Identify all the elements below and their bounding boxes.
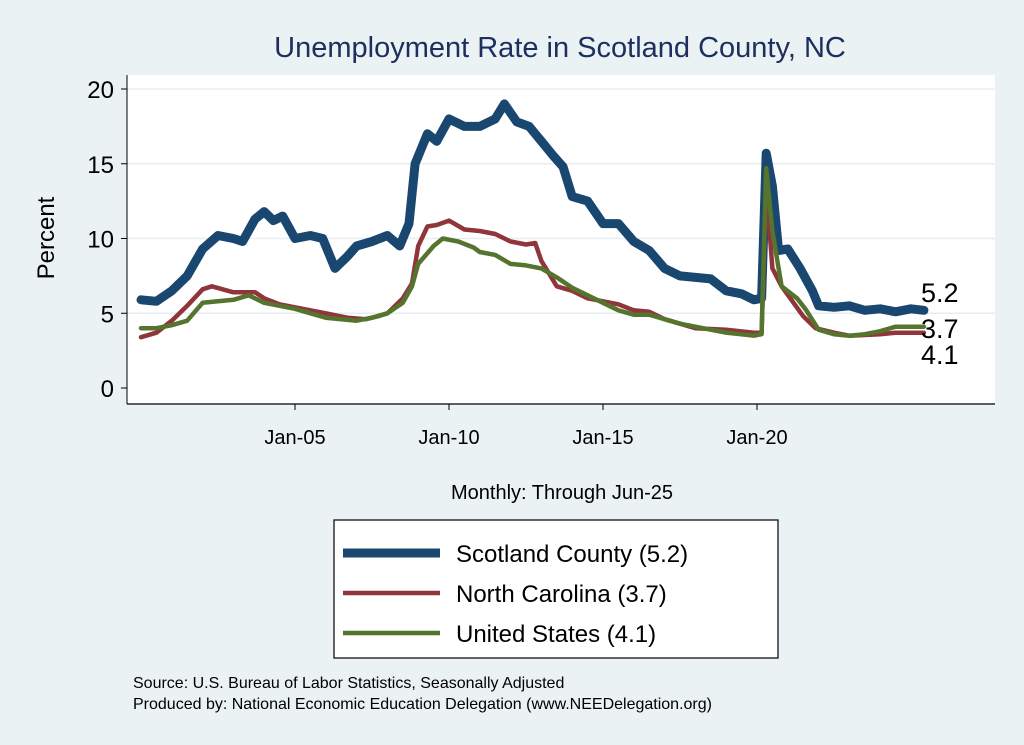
x-tick-label: Jan-20 <box>726 427 787 449</box>
chart-title: Unemployment Rate in Scotland County, NC <box>274 32 846 64</box>
legend-label: Scotland County (5.2) <box>456 541 688 568</box>
series-line-1 <box>138 183 927 340</box>
produced-by-note: Produced by: National Economic Education… <box>133 696 712 713</box>
y-tick-label: 10 <box>87 227 114 254</box>
legend-label: United States (4.1) <box>456 621 656 648</box>
legend-label: North Carolina (3.7) <box>456 581 667 608</box>
x-tick-label: Jan-05 <box>264 427 325 449</box>
y-tick-label: 5 <box>101 301 114 328</box>
end-value-label: 5.2 <box>921 278 959 308</box>
plot-area <box>127 75 995 404</box>
legend: Scotland County (5.2) North Carolina (3.7… <box>333 519 779 659</box>
y-tick-label: 0 <box>101 376 114 403</box>
source-note: Source: U.S. Bureau of Labor Statistics,… <box>133 675 564 692</box>
series-line-2 <box>138 165 927 338</box>
x-axis-label: Monthly: Through Jun-25 <box>451 482 673 504</box>
end-value-label: 3.7 <box>921 314 959 344</box>
x-tick-label: Jan-10 <box>418 427 479 449</box>
x-tick-label: Jan-15 <box>572 427 633 449</box>
y-tick-label: 15 <box>87 152 114 179</box>
y-axis-label: Percent <box>33 196 60 279</box>
end-value-label: 4.1 <box>921 340 959 370</box>
series-line-0 <box>136 99 929 317</box>
y-tick-label: 20 <box>87 77 114 104</box>
